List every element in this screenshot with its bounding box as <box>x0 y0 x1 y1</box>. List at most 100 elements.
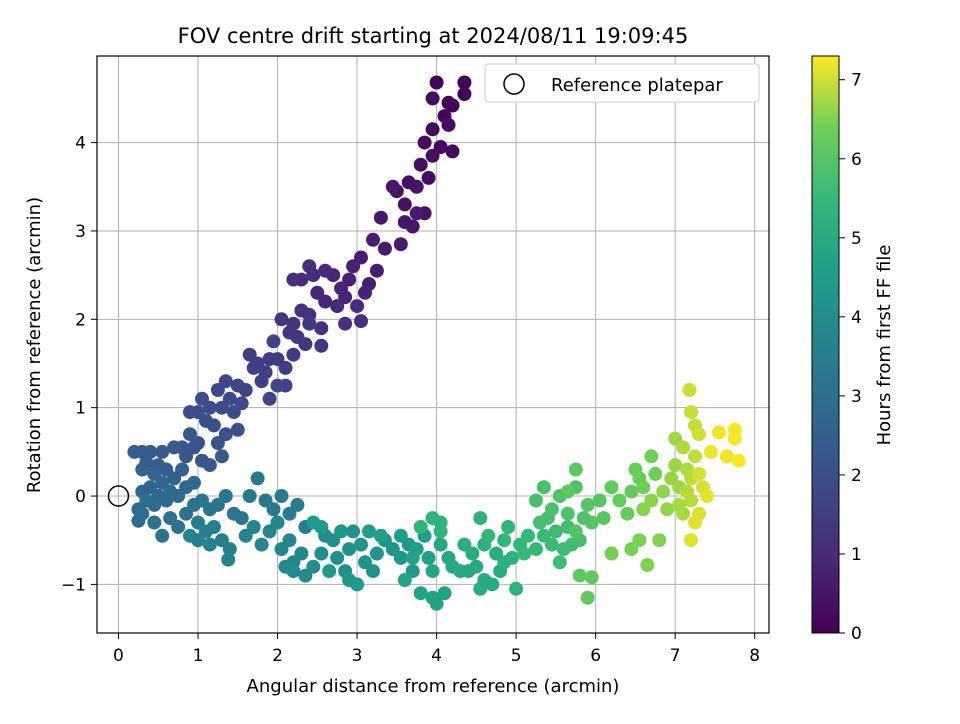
data-point <box>692 466 706 481</box>
data-point <box>660 502 675 517</box>
data-point <box>254 537 269 552</box>
data-point <box>155 444 170 459</box>
data-point <box>628 462 643 477</box>
data-point <box>202 537 217 552</box>
data-point <box>310 285 325 300</box>
data-point <box>521 528 535 543</box>
data-point <box>731 453 746 468</box>
data-point <box>580 590 595 605</box>
data-point <box>703 444 718 459</box>
data-point <box>505 550 520 565</box>
x-axis: 0 1 2 3 4 5 6 7 8 <box>113 633 760 666</box>
data-point <box>286 347 301 362</box>
data-point <box>290 497 305 512</box>
data-point <box>298 337 313 352</box>
data-point <box>262 352 277 367</box>
data-point <box>421 170 436 185</box>
y-axis: −1 0 1 2 3 4 <box>61 134 97 595</box>
data-point <box>644 493 659 508</box>
data-point <box>692 427 706 442</box>
data-point <box>457 537 472 552</box>
data-point <box>202 458 217 473</box>
data-point <box>206 418 221 433</box>
data-point <box>167 471 182 486</box>
x-axis-label: Angular distance from reference (arcmin) <box>247 676 620 697</box>
data-point <box>684 405 699 420</box>
data-point <box>171 520 186 534</box>
data-point <box>584 515 599 530</box>
data-point <box>632 533 647 548</box>
data-point <box>191 515 205 530</box>
data-point <box>596 511 611 526</box>
data-point <box>417 135 432 150</box>
data-point <box>346 259 361 274</box>
data-point <box>286 564 301 579</box>
x-tick-label: 7 <box>670 646 681 666</box>
data-point <box>302 259 317 274</box>
data-point <box>393 550 408 565</box>
data-point <box>350 299 365 314</box>
data-point <box>330 299 345 314</box>
data-point <box>234 511 249 526</box>
colorbar-tick-label: 4 <box>851 308 862 328</box>
data-point <box>358 285 372 300</box>
data-point <box>624 542 639 557</box>
data-point <box>334 281 349 296</box>
data-point <box>195 391 209 406</box>
data-point <box>409 206 424 221</box>
data-point <box>183 427 197 442</box>
data-point <box>274 489 289 503</box>
data-point <box>346 524 361 539</box>
data-point <box>350 577 365 592</box>
data-point <box>206 520 221 534</box>
data-point <box>322 564 337 579</box>
data-point <box>187 475 201 490</box>
data-point <box>640 558 655 572</box>
data-point <box>314 546 329 561</box>
data-point <box>210 436 225 450</box>
y-tick-label: 0 <box>75 487 86 507</box>
data-point <box>604 480 619 495</box>
x-tick-label: 6 <box>590 646 601 666</box>
y-tick-label: 3 <box>75 222 86 242</box>
data-point <box>270 378 285 393</box>
data-point <box>302 316 317 331</box>
data-point <box>457 75 472 90</box>
data-point <box>719 449 734 464</box>
data-point <box>624 484 639 499</box>
data-point <box>676 440 691 455</box>
x-tick-label: 4 <box>431 646 442 666</box>
data-point <box>409 179 424 194</box>
points-layer <box>127 75 746 611</box>
data-point <box>393 528 408 543</box>
colorbar: 0 1 2 3 4 5 6 7 Hours from first FF file <box>811 55 895 644</box>
y-tick-label: 2 <box>75 310 86 330</box>
data-point <box>425 564 440 579</box>
data-point <box>246 520 261 534</box>
data-point <box>135 462 150 477</box>
data-point <box>373 528 388 543</box>
data-point <box>221 552 236 567</box>
data-point <box>529 493 543 508</box>
data-point <box>366 232 380 247</box>
data-point <box>274 312 289 327</box>
y-tick-label: 1 <box>75 399 86 419</box>
colorbar-ticks: 0 1 2 3 4 5 6 7 <box>839 71 862 644</box>
data-point <box>612 493 627 508</box>
data-point <box>266 334 281 349</box>
data-point <box>147 515 162 530</box>
chart-title: FOV centre drift starting at 2024/08/11 … <box>178 24 689 48</box>
data-point <box>437 586 452 601</box>
x-tick-label: 2 <box>272 646 283 666</box>
data-point <box>485 577 500 592</box>
data-point <box>210 383 225 397</box>
data-point <box>218 489 233 503</box>
data-point <box>533 515 547 530</box>
data-point <box>572 568 587 583</box>
data-point <box>544 502 559 517</box>
legend-label: Reference platepar <box>551 75 723 96</box>
data-point <box>155 528 170 543</box>
data-point <box>536 480 551 495</box>
data-point <box>278 360 293 375</box>
legend-box <box>484 63 760 103</box>
